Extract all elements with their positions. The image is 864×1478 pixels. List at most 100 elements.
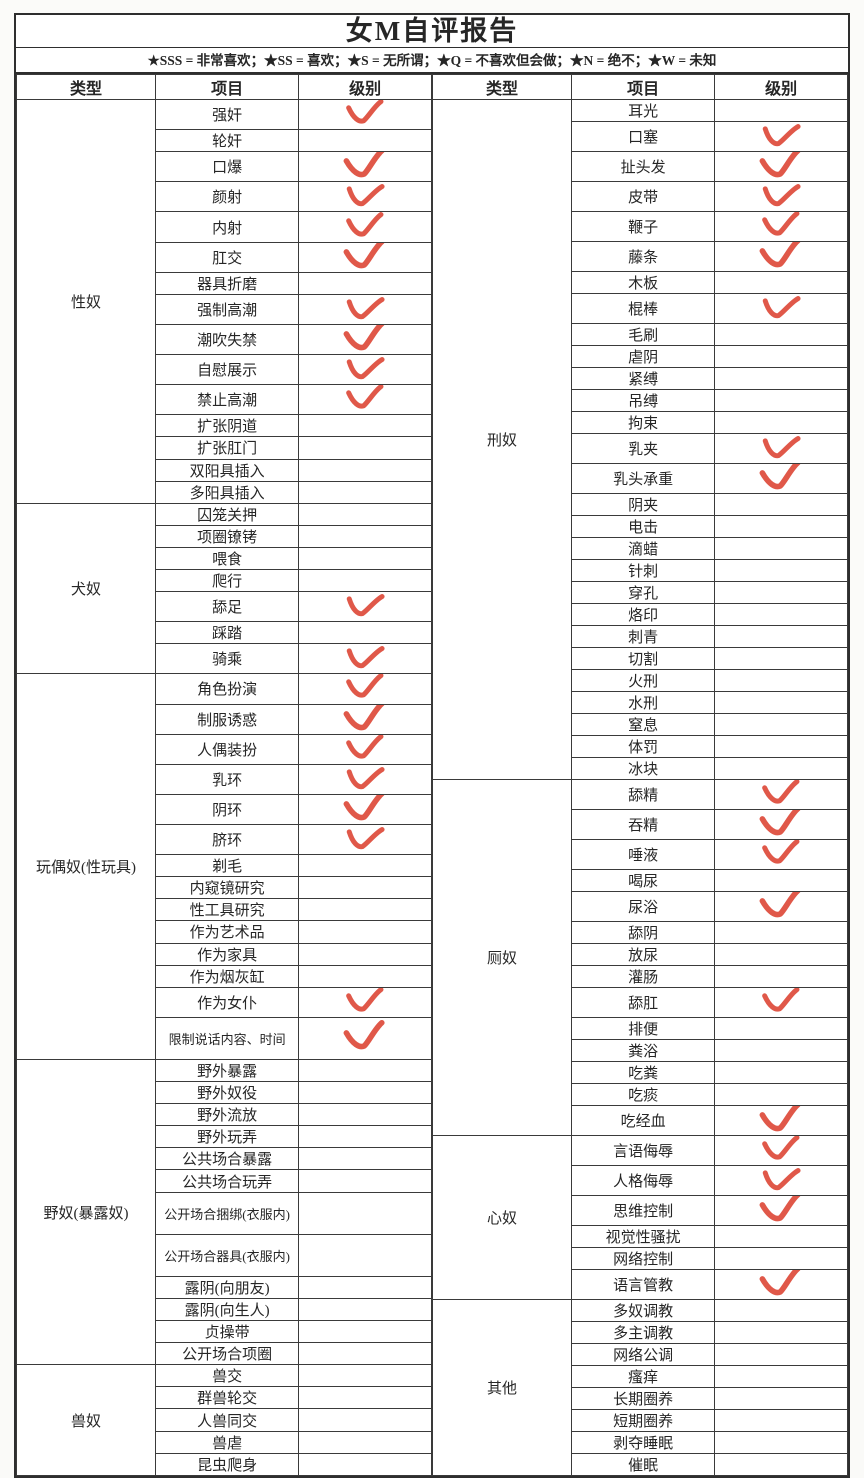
level-cell[interactable] [714,581,848,604]
level-cell[interactable] [298,898,432,922]
level-cell[interactable] [298,151,432,183]
level-cell[interactable] [714,1083,848,1106]
level-cell[interactable] [714,1299,848,1322]
level-cell[interactable] [714,735,848,758]
level-cell[interactable] [298,98,432,131]
level-cell[interactable] [298,854,432,878]
level-cell[interactable] [298,964,432,988]
level-cell[interactable] [714,691,848,714]
level-cell[interactable] [298,1016,432,1061]
level-cell[interactable] [298,1452,432,1477]
level-cell[interactable] [298,384,432,416]
level-cell[interactable] [714,1453,848,1476]
level-cell[interactable] [714,1431,848,1454]
level-cell[interactable] [714,1061,848,1084]
level-cell[interactable] [714,389,848,412]
level-cell[interactable] [714,1165,848,1196]
level-cell[interactable] [298,524,432,548]
level-cell[interactable] [298,703,432,735]
level-cell[interactable] [714,869,848,892]
level-cell[interactable] [298,1342,432,1366]
level-cell[interactable] [714,493,848,516]
level-cell[interactable] [298,643,432,675]
level-cell[interactable] [298,793,432,826]
level-cell[interactable] [298,942,432,966]
level-cell[interactable] [298,920,432,944]
level-cell[interactable] [714,1135,848,1166]
level-cell[interactable] [298,211,432,243]
level-cell[interactable] [714,943,848,966]
level-cell[interactable] [298,986,432,1018]
level-cell[interactable] [298,1430,432,1454]
level-cell[interactable] [714,1039,848,1062]
level-cell[interactable] [714,839,848,870]
level-cell[interactable] [298,1081,432,1105]
level-cell[interactable] [714,537,848,560]
level-cell[interactable] [714,99,848,122]
level-cell[interactable] [714,965,848,988]
level-cell[interactable] [714,987,848,1018]
level-cell[interactable] [714,433,848,464]
level-cell[interactable] [714,1105,848,1136]
level-cell[interactable] [714,1247,848,1270]
level-cell[interactable] [298,129,432,153]
level-cell[interactable] [714,779,848,810]
level-cell[interactable] [298,323,432,356]
level-cell[interactable] [714,1269,848,1300]
level-cell[interactable] [714,463,848,494]
level-cell[interactable] [714,241,848,272]
level-cell[interactable] [298,1169,432,1193]
level-cell[interactable] [714,669,848,692]
level-cell[interactable] [298,414,432,438]
level-cell[interactable] [714,323,848,346]
level-cell[interactable] [714,345,848,368]
level-cell[interactable] [298,181,432,213]
level-cell[interactable] [714,757,848,780]
level-cell[interactable] [714,921,848,944]
level-cell[interactable] [714,1017,848,1040]
level-cell[interactable] [298,1059,432,1083]
level-cell[interactable] [298,1408,432,1432]
level-cell[interactable] [298,1386,432,1410]
level-cell[interactable] [298,1103,432,1127]
level-cell[interactable] [714,271,848,294]
level-cell[interactable] [298,1125,432,1149]
level-cell[interactable] [298,241,432,273]
level-cell[interactable] [298,293,432,325]
level-cell[interactable] [298,824,432,856]
level-cell[interactable] [298,733,432,765]
level-cell[interactable] [298,568,432,593]
level-cell[interactable] [298,1364,432,1388]
level-cell[interactable] [714,809,848,840]
level-cell[interactable] [714,625,848,648]
level-cell[interactable] [298,502,432,526]
level-cell[interactable] [298,1147,432,1171]
level-cell[interactable] [714,891,848,922]
level-cell[interactable] [714,151,848,182]
level-cell[interactable] [298,436,432,460]
level-cell[interactable] [714,603,848,626]
level-cell[interactable] [298,1298,432,1322]
level-cell[interactable] [298,621,432,645]
level-cell[interactable] [714,293,848,324]
level-cell[interactable] [298,1233,432,1277]
level-cell[interactable] [714,713,848,736]
level-cell[interactable] [298,546,432,570]
level-cell[interactable] [298,591,432,623]
level-cell[interactable] [714,1195,848,1226]
level-cell[interactable] [298,458,432,482]
level-cell[interactable] [714,1321,848,1344]
level-cell[interactable] [714,367,848,390]
level-cell[interactable] [714,1387,848,1410]
level-cell[interactable] [714,181,848,212]
level-cell[interactable] [714,515,848,538]
level-cell[interactable] [714,1409,848,1432]
level-cell[interactable] [298,354,432,386]
level-cell[interactable] [714,1365,848,1388]
level-cell[interactable] [714,121,848,152]
level-cell[interactable] [298,1320,432,1344]
level-cell[interactable] [298,673,432,705]
level-cell[interactable] [714,647,848,670]
level-cell[interactable] [714,1343,848,1366]
level-cell[interactable] [298,271,432,295]
